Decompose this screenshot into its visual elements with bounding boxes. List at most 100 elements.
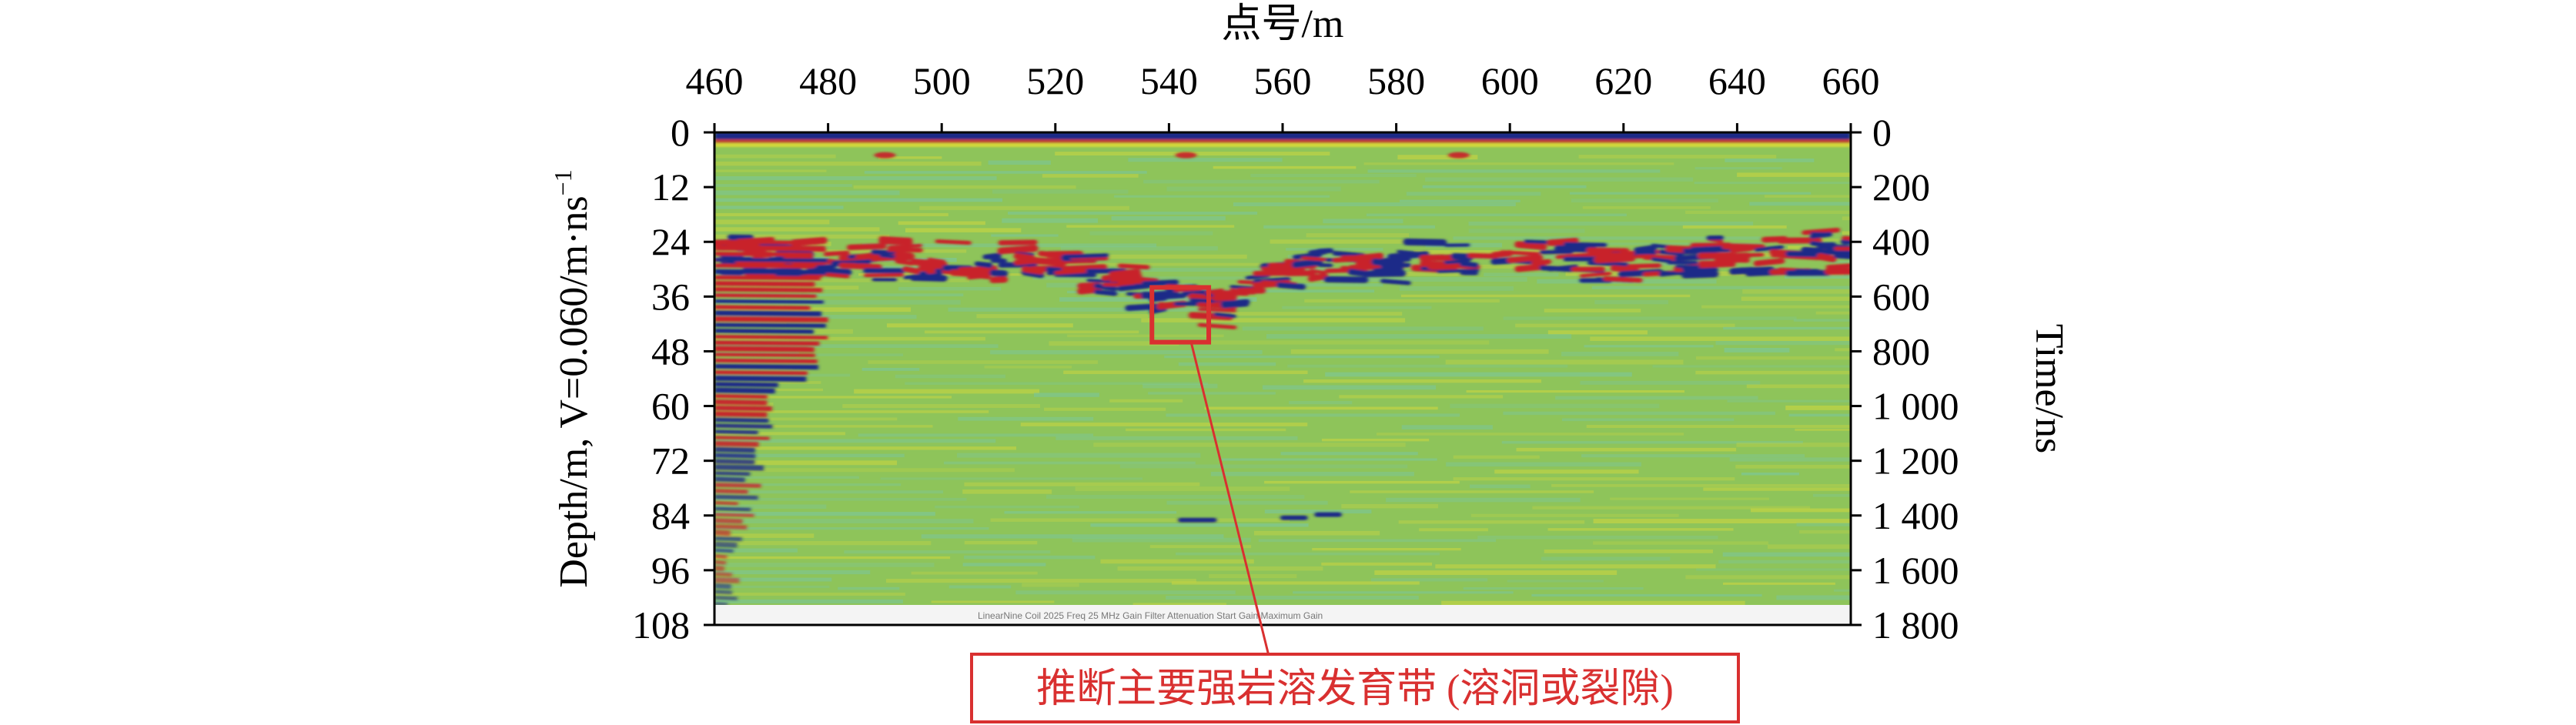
reflector-segment — [1587, 261, 1629, 267]
radargram-image: LinearNine Coil 2025 Freq 25 MHz Gain Fi… — [714, 132, 1851, 625]
left-edge-reflection — [714, 494, 758, 500]
annotation-label: 推断主要强岩溶发育带 (溶洞或裂隙) — [1036, 667, 1674, 711]
left-edge-reflection — [714, 572, 733, 577]
reflector-segment — [847, 243, 887, 250]
reflector-segment — [982, 252, 1002, 259]
surface-anomaly-2 — [1447, 152, 1470, 159]
left-edge-reflection — [714, 387, 775, 394]
reflector-segment — [1380, 279, 1411, 286]
left-edge-reflection — [714, 554, 728, 560]
left-edge-reflection — [714, 541, 738, 548]
reflector-segment — [1699, 263, 1735, 269]
left-tick-label-4: 48 — [651, 329, 690, 373]
reflector-segment — [1755, 245, 1785, 252]
reflector-segment — [1347, 269, 1368, 277]
left-edge-reflection — [714, 363, 818, 370]
top-tick-label-7: 600 — [1481, 59, 1539, 102]
reflector-segment — [935, 239, 972, 246]
left-tick-label-2: 24 — [651, 220, 690, 263]
reflector-segment — [1586, 247, 1630, 255]
reflector-segment — [1093, 283, 1118, 292]
left-edge-reflection — [714, 548, 734, 553]
reflector-segment — [1444, 259, 1470, 265]
reflector-segment — [1220, 299, 1250, 308]
left-edge-reflection — [714, 524, 748, 530]
surface-anomaly-1 — [1175, 152, 1197, 159]
annotation-leader-line — [1189, 342, 1270, 657]
left-tick-label-3: 36 — [651, 275, 690, 318]
reflector-segment — [1610, 265, 1640, 273]
reflector-segment — [1372, 266, 1403, 273]
left-edge-reflection — [714, 252, 813, 257]
reflector-segment — [1681, 270, 1719, 279]
reflector-segment — [1603, 276, 1643, 283]
top-tick-label-4: 540 — [1140, 59, 1198, 102]
left-edge-reflection — [714, 459, 755, 465]
reflector-segment — [1213, 295, 1237, 302]
reflector-segment — [1634, 249, 1657, 258]
reflector-segment — [1054, 272, 1097, 278]
right-tick-label-3: 600 — [1872, 275, 1930, 318]
reflector-segment — [1109, 269, 1141, 279]
top-tick-label-2: 500 — [913, 59, 971, 102]
reflector-segment — [998, 239, 1038, 246]
reflector-segment — [1689, 245, 1733, 254]
left-edge-reflection — [714, 329, 814, 334]
reflector-segment — [918, 272, 944, 281]
reflector-segment — [824, 272, 850, 279]
left-edge-reflection — [714, 335, 828, 339]
left-edge-reflection — [714, 287, 823, 292]
right-tick-label-8: 1 600 — [1872, 549, 1959, 592]
reflector-segment — [1825, 247, 1851, 256]
reflector-segment — [1825, 263, 1851, 269]
left-edge-reflection — [714, 436, 770, 440]
reflector-segment — [967, 274, 990, 280]
reflector-segment — [1276, 282, 1306, 290]
right-tick-label-9: 1 800 — [1872, 603, 1959, 646]
reflector-segment — [1093, 289, 1118, 296]
reflector-segment — [1307, 272, 1329, 282]
reflector-segment — [1659, 270, 1684, 276]
right-tick-label-6: 1 200 — [1872, 439, 1959, 483]
reflector-segment — [1507, 254, 1544, 263]
reflector-segment — [990, 258, 1007, 264]
reflector-segment — [888, 243, 922, 249]
surface-reflection-yellow — [714, 143, 1851, 147]
plot-frame — [713, 131, 1852, 626]
reflector-segment — [927, 257, 946, 264]
reflector-segment — [1213, 312, 1236, 319]
reflector-segment — [1634, 245, 1658, 255]
reflector-segment — [1309, 269, 1327, 275]
left-edge-reflection — [714, 322, 826, 328]
reflector-segment — [1651, 257, 1673, 263]
left-edge-reflection — [714, 565, 725, 572]
left-tick-label-6: 72 — [651, 439, 690, 483]
left-edge-reflection — [714, 399, 768, 406]
reflector-segment — [1276, 266, 1306, 272]
left-edge-reflection — [714, 299, 824, 304]
reflector-segment — [815, 264, 837, 269]
left-tick-label-8: 96 — [651, 549, 690, 592]
reflector-segment — [1833, 253, 1851, 259]
reflector-segment — [989, 269, 1009, 277]
top-tick-label-1: 480 — [799, 59, 857, 102]
top-tick-label-6: 580 — [1367, 59, 1425, 102]
reflector-segment — [1500, 250, 1541, 256]
left-edge-reflection — [714, 382, 778, 388]
left-edge-reflection — [714, 376, 807, 382]
left-edge-reflection — [714, 405, 772, 412]
reflector-segment — [958, 265, 998, 274]
right-tick-label-7: 1 400 — [1872, 494, 1959, 537]
right-axis-ticks: 0 200 400 600 800 1 000 1 200 1 400 1 600 1 800 — [1851, 111, 1959, 646]
surface-reflection-red — [714, 139, 1851, 143]
reflector-segment — [1427, 263, 1458, 272]
left-edge-reflection — [714, 257, 828, 262]
reflector-segment — [1126, 276, 1159, 283]
top-tick-label-8: 620 — [1594, 59, 1652, 102]
left-edge-reflection — [714, 429, 758, 435]
reflector-segment — [895, 259, 914, 266]
left-edge-reflection — [714, 352, 815, 357]
reflector-segment — [997, 245, 1039, 255]
left-edge-reflection — [714, 489, 748, 494]
reflector-segment — [1809, 232, 1833, 239]
